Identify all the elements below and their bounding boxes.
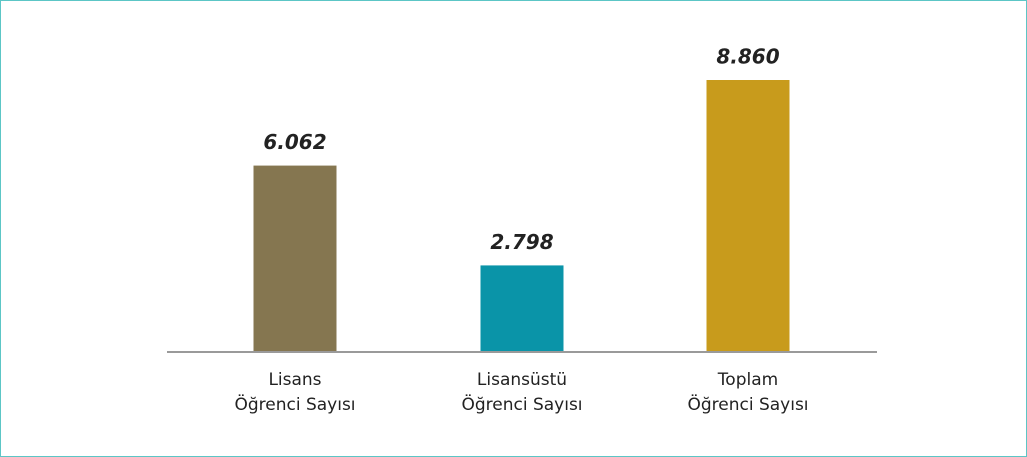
value-label: 6.062 [263, 130, 326, 154]
x-tick-label: Öğrenci Sayısı [461, 393, 582, 415]
bar [480, 265, 564, 351]
bar [253, 165, 337, 351]
value-label: 2.798 [490, 230, 553, 254]
value-label: 8.860 [716, 45, 779, 69]
x-tick-label: Lisansüstü [477, 370, 567, 390]
bar [706, 80, 790, 351]
x-tick-label: Lisans [268, 370, 321, 390]
x-tick-label: Öğrenci Sayısı [687, 393, 808, 415]
x-tick-label: Toplam [717, 370, 778, 390]
x-tick-label: Öğrenci Sayısı [234, 393, 355, 415]
